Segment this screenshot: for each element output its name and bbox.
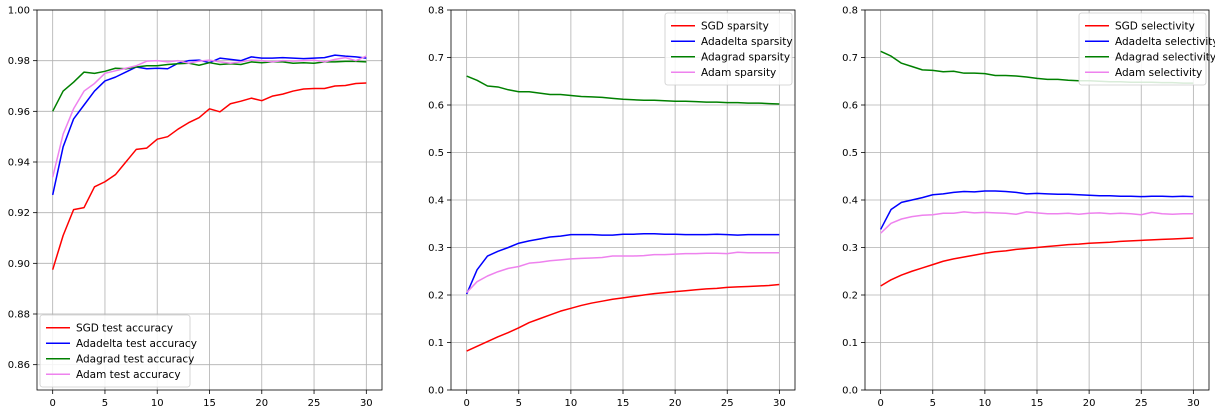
legend-label: Adadelta sparsity xyxy=(701,36,793,48)
x-tick-label: 0 xyxy=(877,398,883,409)
y-tick-label: 0.1 xyxy=(842,338,858,349)
y-tick-label: 0.8 xyxy=(842,6,858,17)
legend-label: SGD sparsity xyxy=(701,21,769,33)
y-tick-label: 1.00 xyxy=(8,6,30,17)
series-line-sgd-selectivity xyxy=(880,237,1194,287)
x-tick-label: 15 xyxy=(617,398,630,409)
series-line-adadelta-sparsity xyxy=(465,232,780,295)
legend-label: SGD selectivity xyxy=(1115,21,1195,33)
chart-panel-2: 0 5 10 15 20 25 30 0.0 0.1 0.2 0.3 0.4 0.5 0.6 0.7 0.8 S… xyxy=(428,6,796,409)
axes-frame xyxy=(450,9,796,391)
y-tick-label: 0.98 xyxy=(8,56,30,67)
legend-label: SGD test accuracy xyxy=(76,323,173,335)
y-tick-label: 0.96 xyxy=(8,107,30,118)
y-tick-label: 0.5 xyxy=(842,148,858,159)
x-tick-label: 30 xyxy=(773,398,786,409)
series-line-adadelta-selectivity xyxy=(879,190,1194,230)
x-tick-label: 20 xyxy=(669,398,682,409)
y-tick-label: 0.86 xyxy=(8,360,30,371)
y-tick-label: 0.4 xyxy=(842,196,858,207)
y-tick-label: 0.0 xyxy=(428,386,444,397)
y-tick-label: 0.94 xyxy=(8,158,30,169)
chart-panel-3: 0 5 10 15 20 25 30 0.0 0.1 0.2 0.3 0.4 0.5 0.6 0.7 0.8 S… xyxy=(842,6,1215,410)
x-tick-label: 5 xyxy=(102,398,108,409)
y-tick-label: 0.8 xyxy=(428,6,444,17)
y-tick-label: 0.88 xyxy=(8,310,30,321)
legend-label: Adadelta test accuracy xyxy=(76,338,197,350)
y-tick-label: 0.5 xyxy=(428,148,444,159)
x-tick-label: 25 xyxy=(721,398,734,409)
axes-frame xyxy=(36,9,383,391)
x-tick-label: 20 xyxy=(255,398,268,409)
legend-box xyxy=(1078,12,1207,86)
x-tick-label: 10 xyxy=(979,398,992,409)
series-line-adagrad-test-accuracy xyxy=(52,60,367,112)
y-tick-label: 0.6 xyxy=(842,101,858,112)
legend-label: Adam sparsity xyxy=(701,67,776,79)
series-line-adagrad-sparsity xyxy=(466,75,780,105)
legend: SGD selectivity Adadelta selectivity Adagr… xyxy=(1078,12,1215,86)
x-tick-label: 20 xyxy=(1083,398,1096,409)
x-tick-label: 10 xyxy=(565,398,578,409)
y-tick-label: 0.1 xyxy=(428,338,444,349)
legend-label: Adagrad sparsity xyxy=(701,52,790,64)
y-tick-label: 0.90 xyxy=(8,259,30,270)
series-line-adam-sparsity xyxy=(466,251,780,294)
x-tick-label: 15 xyxy=(203,398,216,409)
legend-label: Adam selectivity xyxy=(1115,67,1202,79)
y-tick-label: 0.0 xyxy=(842,386,858,397)
series-line-adam-test-accuracy xyxy=(51,55,367,178)
x-tick-label: 10 xyxy=(151,398,164,409)
x-tick-label: 30 xyxy=(1187,398,1200,409)
series-line-adam-selectivity xyxy=(880,211,1194,234)
series-line-sgd-sparsity xyxy=(466,283,780,352)
legend-box xyxy=(39,314,191,388)
y-tick-label: 0.2 xyxy=(428,291,444,302)
x-tick-label: 15 xyxy=(1031,398,1044,409)
series-line-sgd-test-accuracy xyxy=(51,82,367,270)
x-tick-label: 25 xyxy=(1135,398,1148,409)
legend-label: Adagrad selectivity xyxy=(1115,52,1215,64)
x-tick-label: 30 xyxy=(360,398,373,409)
legend-label: Adadelta selectivity xyxy=(1115,36,1215,48)
y-tick-label: 0.92 xyxy=(8,208,30,219)
y-tick-label: 0.7 xyxy=(428,53,444,64)
x-tick-label: 5 xyxy=(930,398,936,409)
axes-frame xyxy=(864,9,1210,391)
y-tick-label: 0.3 xyxy=(428,243,444,254)
x-tick-label: 25 xyxy=(308,398,321,409)
legend: SGD sparsity Adadelta sparsity Adagrad spa… xyxy=(664,12,793,86)
y-tick-label: 0.2 xyxy=(842,291,858,302)
legend-box xyxy=(664,12,793,86)
x-tick-label: 0 xyxy=(49,398,55,409)
y-tick-label: 0.7 xyxy=(842,53,858,64)
legend-label: Adagrad test accuracy xyxy=(76,354,194,366)
x-tick-label: 5 xyxy=(516,398,522,409)
y-tick-label: 0.6 xyxy=(428,101,444,112)
y-tick-label: 0.3 xyxy=(842,243,858,254)
chart-panel-1: 0 5 10 15 20 25 30 0.86 0.88 0.90 0.92 0.94 0.96 0.98… xyxy=(8,6,383,409)
y-tick-label: 0.4 xyxy=(428,196,444,207)
legend-label: Adam test accuracy xyxy=(76,369,181,381)
x-tick-label: 0 xyxy=(463,398,469,409)
legend: SGD test accuracy Adadelta test accuracy A… xyxy=(39,314,197,388)
